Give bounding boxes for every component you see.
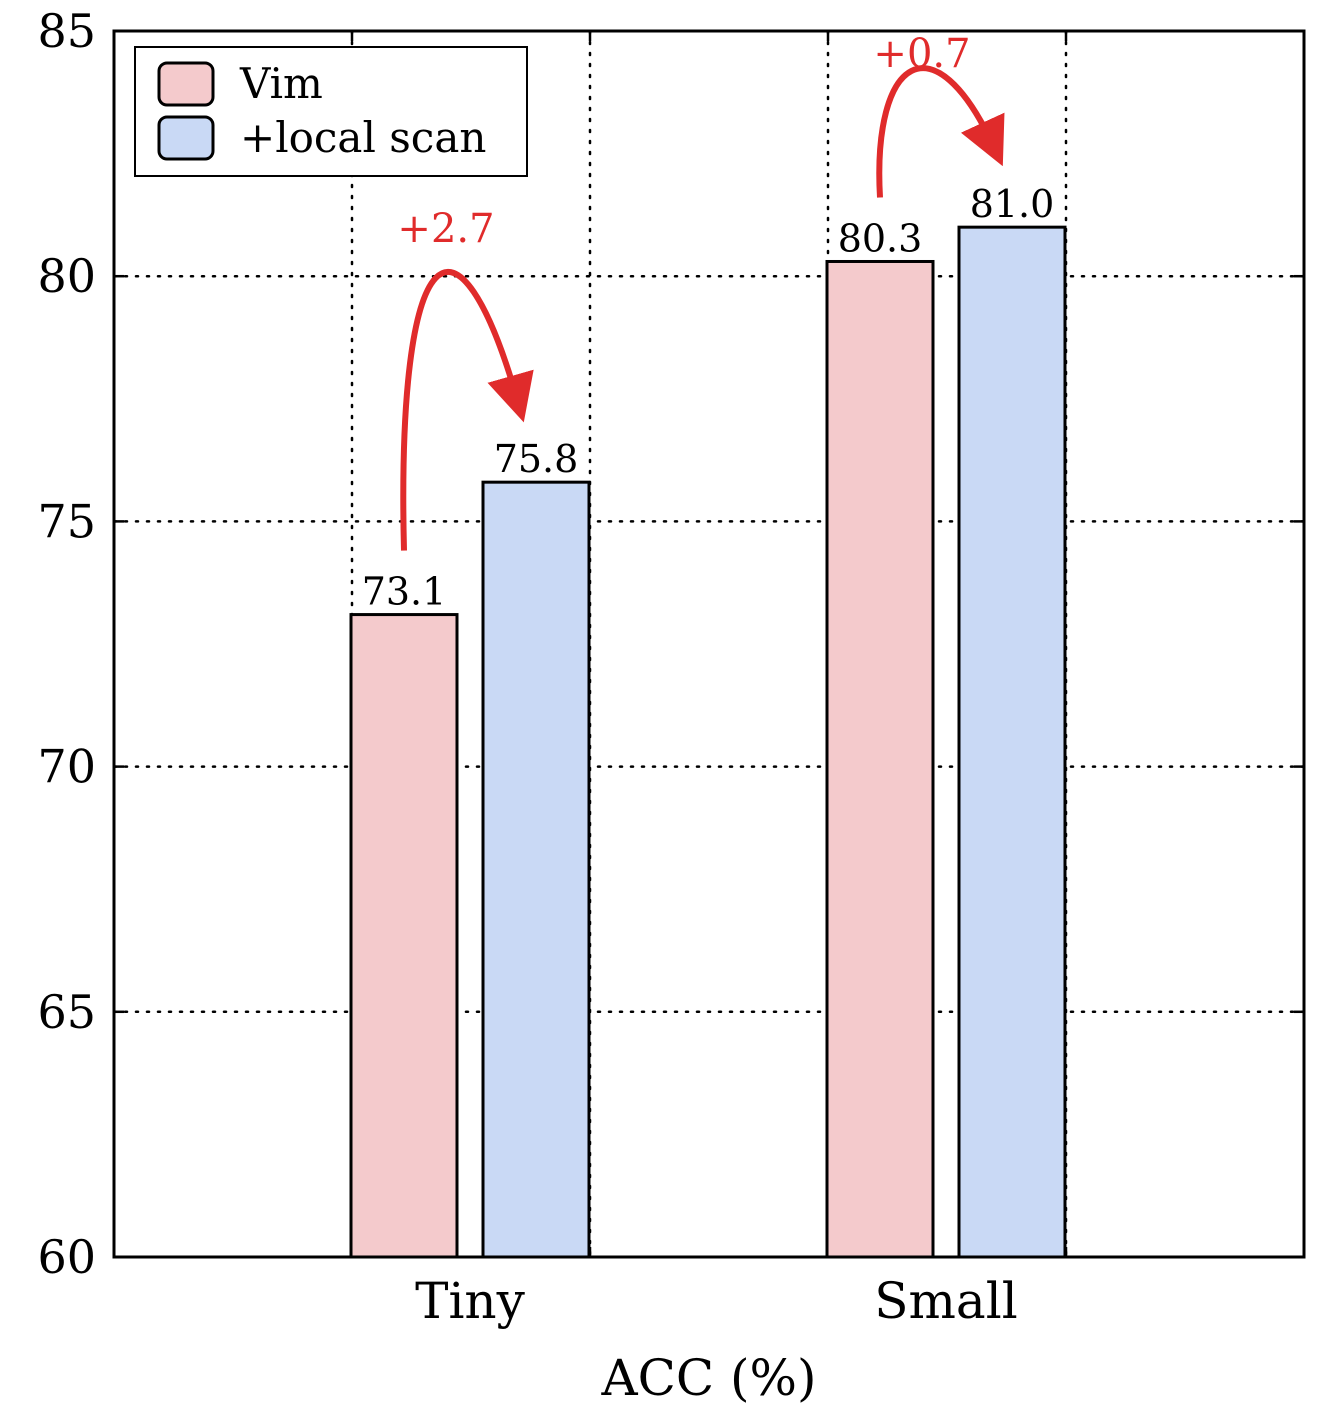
y-tick-label: 85: [37, 4, 96, 58]
data-label: 80.3: [838, 216, 923, 260]
gain-label: +2.7: [397, 206, 494, 252]
legend-label: Vim: [239, 59, 323, 108]
grid-layer: [112, 29, 1306, 1259]
bar-local-scan: [481, 480, 591, 1259]
y-tick-label: 70: [37, 740, 96, 794]
x-tick-label: Tiny: [415, 1272, 526, 1330]
gain-arrow: [400, 269, 534, 551]
gain-arrow: [876, 65, 1005, 198]
x-axis: Tiny Small: [415, 1272, 1018, 1330]
data-labels: 73.1 80.3 75.8 81.0: [362, 182, 1055, 613]
x-tick-label: Small: [874, 1272, 1017, 1330]
bar-local-scan: [957, 225, 1067, 1259]
legend: Vim +local scan: [134, 46, 528, 177]
annotations: +2.7 +0.7: [397, 31, 1005, 551]
plot-frame: [112, 29, 1306, 1259]
data-label: 81.0: [970, 182, 1055, 226]
bar-vim: [349, 613, 459, 1259]
bars: [349, 225, 1067, 1259]
legend-label: +local scan: [240, 113, 486, 162]
y-tick-label: 60: [37, 1230, 96, 1284]
data-label: 73.1: [362, 570, 447, 614]
data-label: 75.8: [494, 437, 579, 481]
y-axis: 60 65 70 75 80 85: [37, 4, 1304, 1284]
legend-swatch: [157, 61, 215, 107]
y-tick-label: 75: [37, 494, 96, 548]
x-axis-label: ACC (%): [600, 1349, 816, 1407]
y-tick-label: 65: [37, 985, 96, 1039]
gain-label: +0.7: [873, 31, 970, 77]
legend-swatch: [157, 115, 215, 161]
y-tick-label: 80: [37, 249, 96, 303]
bar-vim: [825, 259, 935, 1259]
